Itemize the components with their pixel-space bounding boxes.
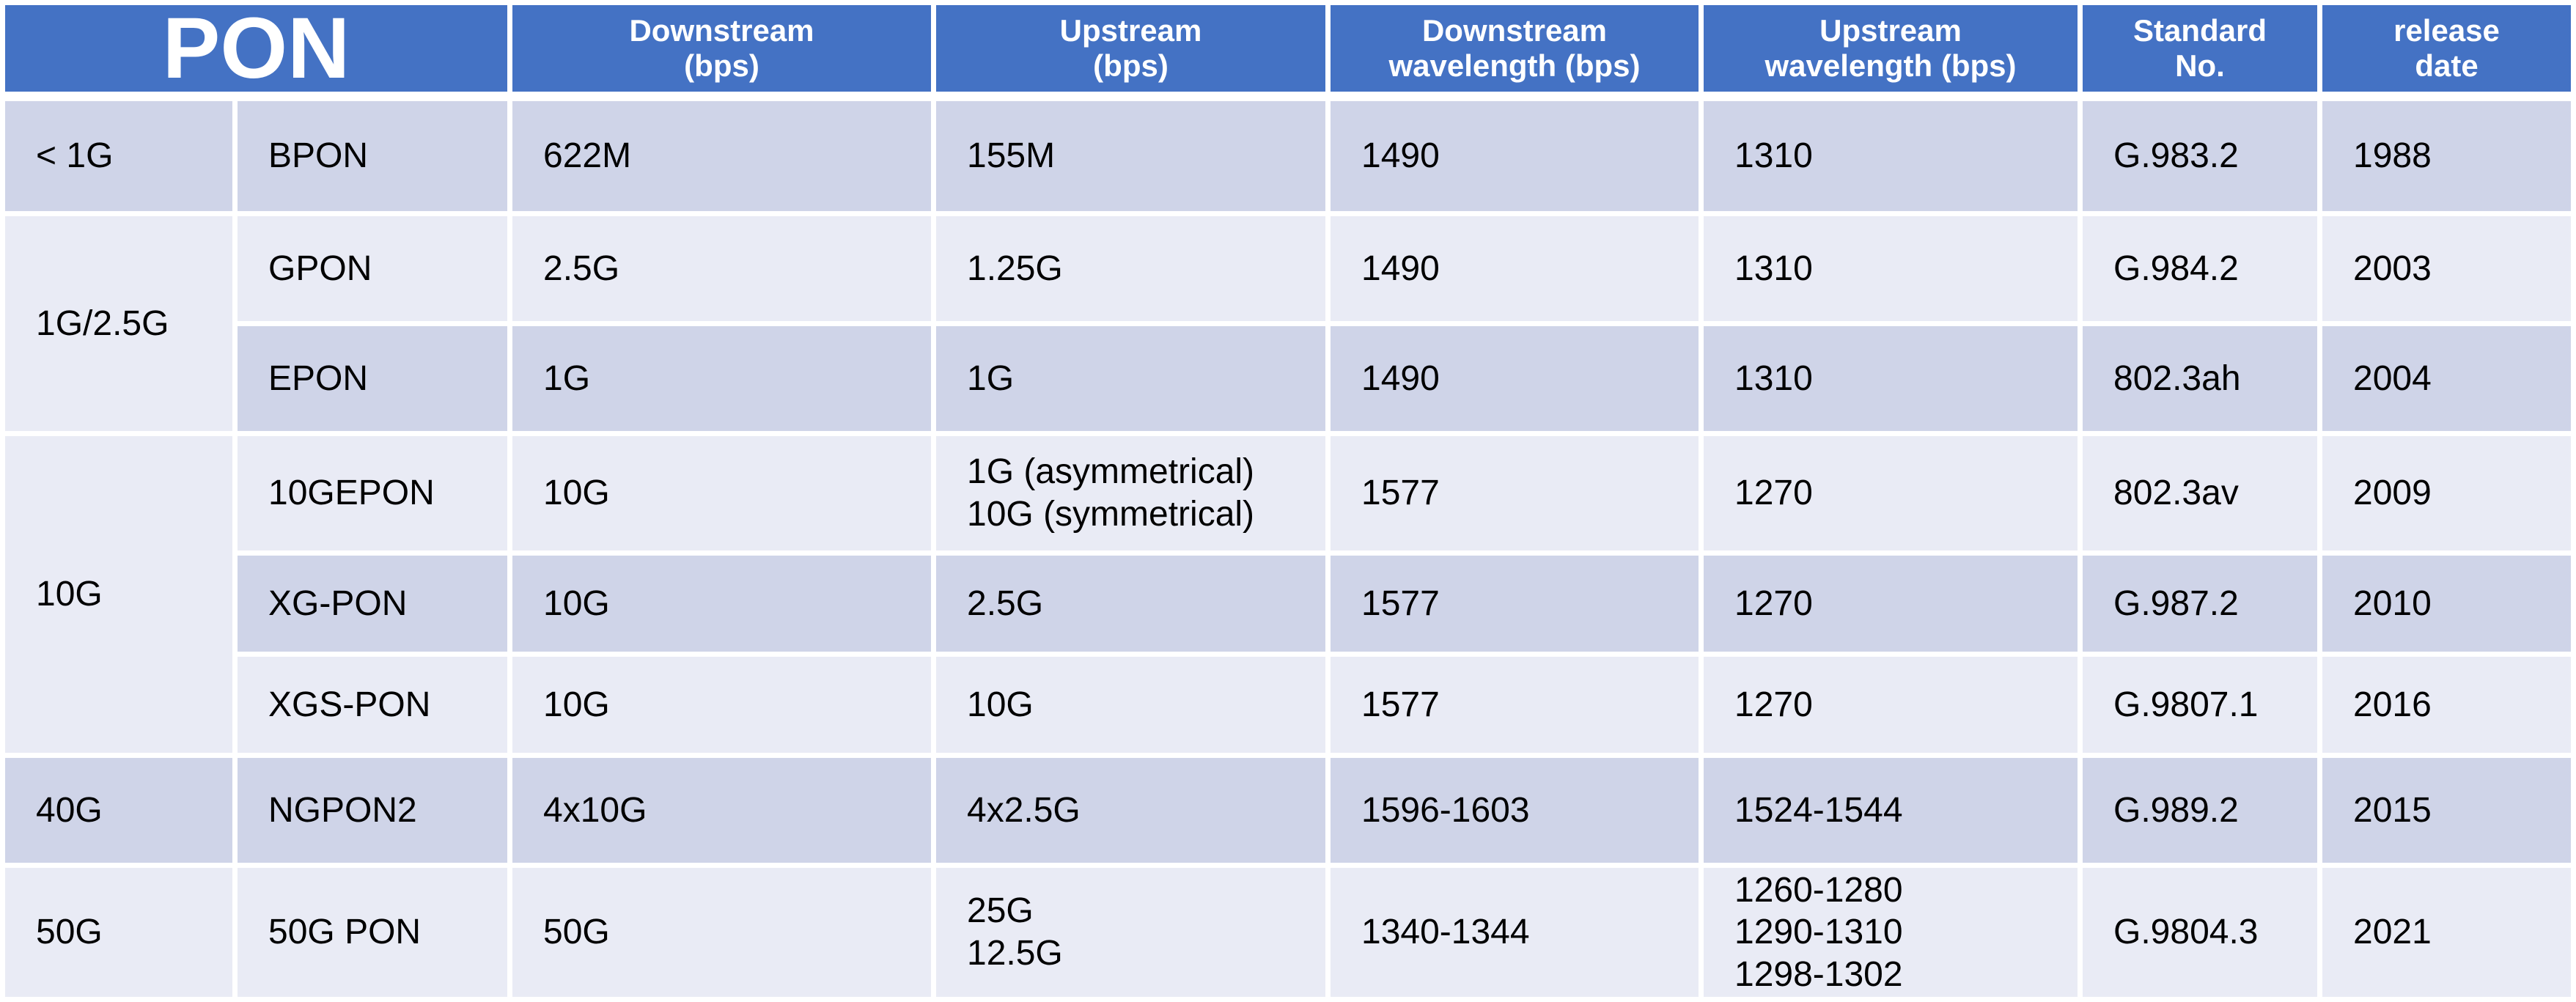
cell-xgpon-name: XG-PON (238, 556, 507, 652)
speed-cell-40g: 40G (5, 758, 232, 863)
header-standard-no: Standard No. (2083, 5, 2317, 92)
cell-gpon-release: 2003 (2322, 216, 2571, 321)
cell-10gepon-standard: 802.3av (2083, 436, 2317, 550)
cell-10gepon-downstream-wavelength: 1577 (1331, 436, 1699, 550)
cell-bpon-upstream-wavelength: 1310 (1704, 101, 2078, 211)
header-downstream-bps: Downstream (bps) (512, 5, 931, 92)
cell-50gpon-standard: G.9804.3 (2083, 868, 2317, 997)
cell-bpon-release: 1988 (2322, 101, 2571, 211)
cell-gpon-standard: G.984.2 (2083, 216, 2317, 321)
cell-ngpon2-release: 2015 (2322, 758, 2571, 863)
cell-xgspon-name: XGS-PON (238, 657, 507, 753)
cell-ngpon2-upstream: 4x2.5G (936, 758, 1325, 863)
cell-gpon-upstream: 1.25G (936, 216, 1325, 321)
cell-xgpon-downstream: 10G (512, 556, 931, 652)
cell-50gpon-downstream: 50G (512, 868, 931, 997)
cell-ngpon2-downstream-wavelength: 1596-1603 (1331, 758, 1699, 863)
cell-ngpon2-upstream-wavelength: 1524-1544 (1704, 758, 2078, 863)
cell-50gpon-release: 2021 (2322, 868, 2571, 997)
cell-epon-release: 2004 (2322, 326, 2571, 431)
cell-bpon-downstream-wavelength: 1490 (1331, 101, 1699, 211)
cell-xgspon-upstream: 10G (936, 657, 1325, 753)
cell-gpon-upstream-wavelength: 1310 (1704, 216, 2078, 321)
cell-gpon-downstream-wavelength: 1490 (1331, 216, 1699, 321)
cell-xgpon-standard: G.987.2 (2083, 556, 2317, 652)
cell-ngpon2-name: NGPON2 (238, 758, 507, 863)
header-upstream-bps: Upstream (bps) (936, 5, 1325, 92)
cell-50gpon-upstream-wavelength: 1260-1280 1290-1310 1298-1302 (1704, 868, 2078, 997)
header-upstream-wavelength: Upstream wavelength (bps) (1704, 5, 2078, 92)
cell-xgpon-upstream: 2.5G (936, 556, 1325, 652)
cell-bpon-upstream: 155M (936, 101, 1325, 211)
cell-xgspon-upstream-wavelength: 1270 (1704, 657, 2078, 753)
header-release-date: release date (2322, 5, 2571, 92)
cell-bpon-name: BPON (238, 101, 507, 211)
cell-xgpon-upstream-wavelength: 1270 (1704, 556, 2078, 652)
header-downstream-wavelength: Downstream wavelength (bps) (1331, 5, 1699, 92)
speed-cell-1g-2p5g: 1G/2.5G (5, 216, 232, 431)
cell-xgspon-downstream: 10G (512, 657, 931, 753)
cell-10gepon-downstream: 10G (512, 436, 931, 550)
cell-gpon-downstream: 2.5G (512, 216, 931, 321)
cell-ngpon2-standard: G.989.2 (2083, 758, 2317, 863)
cell-epon-name: EPON (238, 326, 507, 431)
cell-bpon-standard: G.983.2 (2083, 101, 2317, 211)
cell-50gpon-downstream-wavelength: 1340-1344 (1331, 868, 1699, 997)
cell-epon-upstream: 1G (936, 326, 1325, 431)
cell-ngpon2-downstream: 4x10G (512, 758, 931, 863)
cell-50gpon-upstream: 25G 12.5G (936, 868, 1325, 997)
table-title-pon: PON (5, 5, 507, 92)
cell-bpon-downstream: 622M (512, 101, 931, 211)
cell-50gpon-name: 50G PON (238, 868, 507, 997)
cell-epon-downstream: 1G (512, 326, 931, 431)
cell-xgspon-standard: G.9807.1 (2083, 657, 2317, 753)
cell-xgspon-release: 2016 (2322, 657, 2571, 753)
cell-10gepon-name: 10GEPON (238, 436, 507, 550)
cell-10gepon-upstream: 1G (asymmetrical) 10G (symmetrical) (936, 436, 1325, 550)
cell-10gepon-release: 2009 (2322, 436, 2571, 550)
cell-xgpon-downstream-wavelength: 1577 (1331, 556, 1699, 652)
cell-epon-upstream-wavelength: 1310 (1704, 326, 2078, 431)
cell-epon-standard: 802.3ah (2083, 326, 2317, 431)
cell-epon-downstream-wavelength: 1490 (1331, 326, 1699, 431)
cell-xgpon-release: 2010 (2322, 556, 2571, 652)
speed-cell-10g: 10G (5, 436, 232, 753)
speed-cell-50g: 50G (5, 868, 232, 997)
cell-10gepon-upstream-wavelength: 1270 (1704, 436, 2078, 550)
cell-xgspon-downstream-wavelength: 1577 (1331, 657, 1699, 753)
speed-cell-lt1g: < 1G (5, 101, 232, 211)
cell-gpon-name: GPON (238, 216, 507, 321)
